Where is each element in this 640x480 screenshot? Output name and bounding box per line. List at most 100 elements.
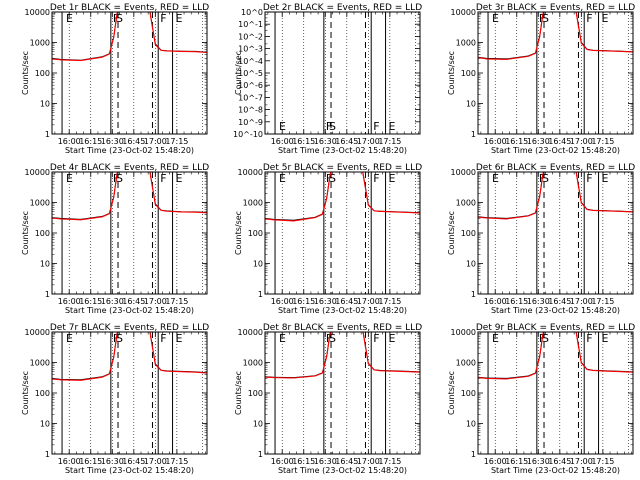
series-group <box>52 172 207 221</box>
x-tick-label: 16:45 <box>548 297 571 306</box>
x-axis-label: Start Time (23-Oct-02 15:48:20) <box>65 306 194 315</box>
marker-label: S <box>116 172 123 185</box>
marker-label: E <box>492 12 499 25</box>
y-tick-label: 1000 <box>30 359 50 368</box>
x-tick-label: 16:15 <box>292 457 315 466</box>
x-tick-label: 17:15 <box>165 137 188 146</box>
x-tick-label: 16:00 <box>271 137 294 146</box>
y-tick-label: 10 <box>40 260 50 269</box>
x-tick-label: 16:30 <box>527 457 550 466</box>
x-axis-label: Start Time (23-Oct-02 15:48:20) <box>491 466 620 475</box>
detector-panel-4: Det 4r BLACK = Events, RED = LLD16:0016:… <box>21 163 209 315</box>
x-tick-label: 16:30 <box>101 137 124 146</box>
y-tick-label: 100 <box>461 69 476 78</box>
series-group <box>478 12 633 60</box>
y-tick-label: 1 <box>471 130 476 139</box>
plot-frame <box>477 331 634 455</box>
series-group <box>52 332 207 381</box>
marker-label: F <box>373 332 379 345</box>
x-tick-label: 16:15 <box>505 137 528 146</box>
y-tick-label: 1 <box>45 130 50 139</box>
marker-label: F <box>373 172 379 185</box>
x-tick-label: 16:00 <box>484 137 507 146</box>
plot-frame <box>264 11 421 135</box>
y-tick-label: 10^-8 <box>238 106 263 115</box>
marker-label: E <box>176 172 183 185</box>
y-tick-label: 10000 <box>238 168 263 177</box>
x-tick-label: 16:45 <box>335 457 358 466</box>
x-tick-label: 17:00 <box>144 297 167 306</box>
detector-panel-2: Det 2r BLACK = Events, RED = LLD16:0016:… <box>233 3 422 155</box>
y-tick-label: 1 <box>258 290 263 299</box>
y-tick-label: 10 <box>40 420 50 429</box>
series-line-lld <box>478 332 633 380</box>
y-tick-label: 10^-6 <box>238 81 263 90</box>
x-tick-label: 16:30 <box>527 137 550 146</box>
marker-label: E <box>389 172 396 185</box>
y-tick-label: 10^0 <box>241 8 263 17</box>
y-tick-label: 10000 <box>451 328 476 337</box>
y-tick-label: 100 <box>461 389 476 398</box>
y-tick-label: 10^-2 <box>238 32 263 41</box>
x-tick-label: 17:15 <box>591 457 614 466</box>
panel-title: Det 9r BLACK = Events, RED = LLD <box>476 323 635 333</box>
marker-label: E <box>176 332 183 345</box>
x-tick-label: 16:00 <box>484 297 507 306</box>
x-tick-label: 17:00 <box>570 457 593 466</box>
y-tick-label: 10 <box>253 420 263 429</box>
panel-title: Det 6r BLACK = Events, RED = LLD <box>476 163 635 173</box>
x-tick-label: 17:00 <box>144 137 167 146</box>
series-line-events <box>52 12 207 61</box>
detector-panel-5: Det 5r BLACK = Events, RED = LLD16:0016:… <box>234 163 422 315</box>
panel-title: Det 8r BLACK = Events, RED = LLD <box>263 323 422 333</box>
y-tick-label: 10000 <box>25 8 50 17</box>
x-tick-label: 17:15 <box>591 137 614 146</box>
marker-label: E <box>279 120 286 133</box>
x-axis-label: Start Time (23-Oct-02 15:48:20) <box>278 306 407 315</box>
y-tick-label: 100 <box>35 69 50 78</box>
y-tick-label: 10^-5 <box>238 69 263 78</box>
x-tick-label: 16:45 <box>122 137 145 146</box>
x-tick-label: 17:00 <box>357 137 380 146</box>
x-tick-label: 16:30 <box>101 297 124 306</box>
x-tick-label: 16:15 <box>505 297 528 306</box>
x-tick-label: 16:00 <box>58 457 81 466</box>
y-axis-label: Counts/sec <box>21 51 30 95</box>
marker-label: E <box>492 172 499 185</box>
marker-label: F <box>586 332 592 345</box>
panel-title: Det 5r BLACK = Events, RED = LLD <box>263 163 422 173</box>
y-tick-label: 100 <box>461 229 476 238</box>
y-axis-label: Counts/sec <box>21 371 30 415</box>
x-tick-label: 16:15 <box>292 137 315 146</box>
y-axis-label: Counts/sec <box>234 371 243 415</box>
y-axis-label: Counts/sec <box>234 211 243 255</box>
marker-label: E <box>176 12 183 25</box>
plot-frame <box>264 331 421 455</box>
marker-label: F <box>160 12 166 25</box>
marker-label: E <box>602 332 609 345</box>
marker-label: E <box>389 120 396 133</box>
y-tick-label: 1000 <box>456 199 476 208</box>
y-tick-label: 100 <box>248 389 263 398</box>
y-tick-label: 1000 <box>30 199 50 208</box>
detector-panel-1: Det 1r BLACK = Events, RED = LLD16:0016:… <box>21 3 209 155</box>
y-axis-label: Counts/sec <box>447 371 456 415</box>
marker-label: F <box>373 120 379 133</box>
marker-label: F <box>160 172 166 185</box>
marker-label: S <box>116 332 123 345</box>
marker-label: S <box>329 172 336 185</box>
panel-title: Det 3r BLACK = Events, RED = LLD <box>476 3 635 13</box>
y-tick-label: 1 <box>45 290 50 299</box>
y-tick-label: 1000 <box>243 359 263 368</box>
marker-label: E <box>492 332 499 345</box>
y-tick-label: 10000 <box>25 168 50 177</box>
x-axis-label: Start Time (23-Oct-02 15:48:20) <box>491 306 620 315</box>
x-tick-label: 17:00 <box>570 137 593 146</box>
x-axis-label: Start Time (23-Oct-02 15:48:20) <box>491 146 620 155</box>
y-tick-label: 1 <box>471 450 476 459</box>
x-tick-label: 16:00 <box>58 137 81 146</box>
y-axis-label: Counts/sec <box>234 51 243 95</box>
x-tick-label: 16:00 <box>484 457 507 466</box>
x-tick-label: 16:45 <box>122 457 145 466</box>
